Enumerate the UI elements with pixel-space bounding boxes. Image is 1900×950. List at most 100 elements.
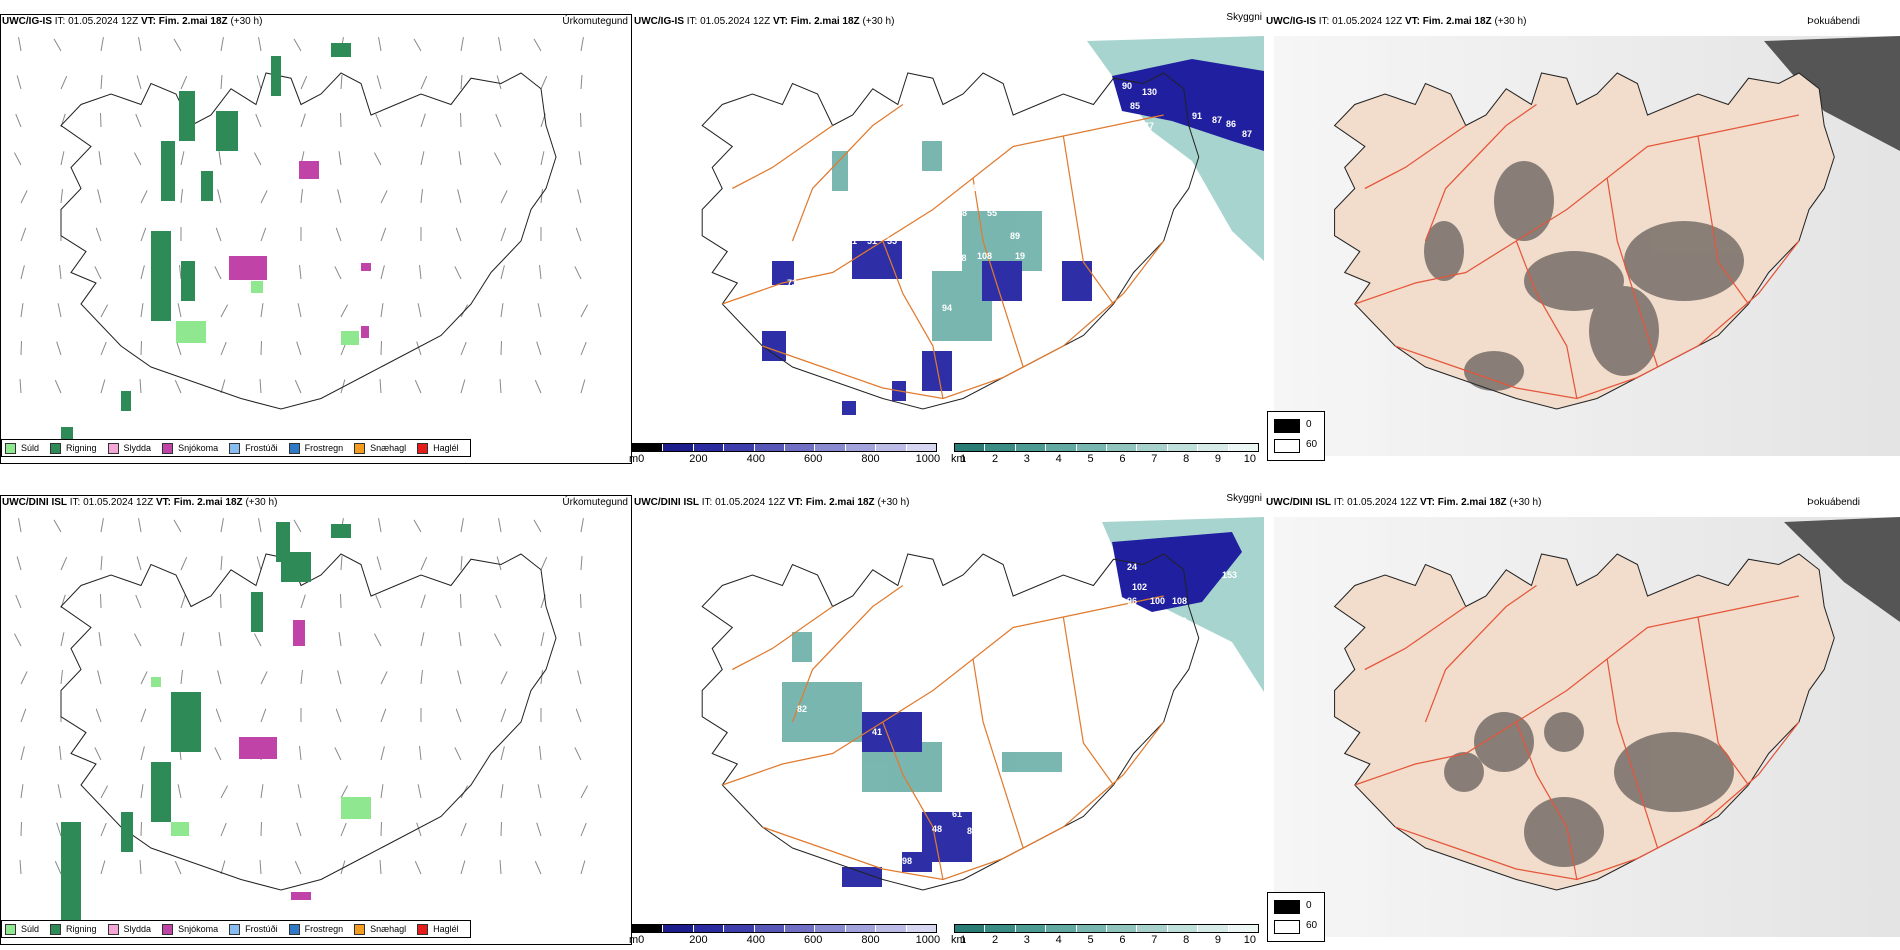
wind-barb: [296, 822, 302, 837]
wind-barb: [253, 152, 262, 166]
wind-barb: [460, 341, 467, 356]
wind-barb: [460, 379, 466, 394]
ceiling-value-label: 130: [972, 183, 987, 193]
road: [1062, 616, 1114, 786]
panel-title: Þokuábendi: [1807, 16, 1860, 27]
wind-barb: [218, 632, 222, 647]
road: [882, 240, 944, 399]
wind-barb: [537, 303, 542, 318]
road: [732, 124, 833, 190]
ceiling-value-label: 94: [932, 223, 942, 233]
colorbar-cell: [693, 925, 725, 932]
it-label: IT:: [686, 16, 698, 27]
ceiling-value-label: 130: [1142, 87, 1157, 97]
row-1: UWC/IG-IS IT: 01.05.2024 12Z VT: Fim. 2.…: [0, 12, 1900, 465]
wind-barb: [375, 113, 382, 128]
wind-barb: [420, 632, 425, 647]
fog-legend-high: 0: [1306, 419, 1312, 430]
wind-barb: [98, 632, 102, 647]
wind-barb: [455, 708, 462, 723]
ceiling-value-label: 97: [790, 786, 800, 796]
wind-barb: [180, 632, 185, 647]
wind-barb: [59, 265, 62, 280]
wind-barb: [380, 265, 385, 280]
wind-barb: [419, 746, 422, 761]
colorbar-tick: 2: [991, 453, 999, 465]
legend-label: Snjókoma: [178, 443, 219, 453]
wind-barb: [294, 380, 302, 394]
wind-barb: [413, 38, 422, 52]
vt-label: VT:: [155, 497, 171, 508]
wind-barb: [534, 380, 542, 394]
wind-barb: [420, 594, 426, 609]
ceiling-value-label: 108: [977, 251, 992, 261]
ceiling-value-label: 68: [797, 183, 807, 193]
vt-value: Fim. 2.mai 18Z: [790, 16, 860, 27]
iceland-land: [1333, 553, 1835, 891]
it-value: 01.05.2024 12Z: [83, 497, 154, 508]
wind-barb: [540, 557, 548, 571]
wind-barb: [95, 708, 102, 723]
legend-swatch: [50, 442, 62, 454]
wind-barb: [140, 671, 148, 685]
wind-barb: [294, 861, 302, 875]
wind-barb: [13, 633, 22, 647]
wind-barb: [20, 190, 28, 204]
wind-barb: [500, 303, 504, 318]
ceiling-value-label: 91: [1192, 111, 1202, 121]
legend-swatch: [50, 923, 62, 935]
model-name: UWC/IG-IS: [1266, 16, 1316, 27]
ceiling-value-label: 51: [847, 236, 857, 246]
iceland-coastline: [701, 72, 1200, 410]
fog-panel: UWC/IG-IS IT: 01.05.2024 12Z VT: Fim. 2.…: [1264, 14, 1900, 464]
legend-swatch: [354, 442, 366, 454]
wind-barb: [454, 747, 462, 761]
wind-barb: [500, 746, 505, 761]
ceiling-colorbar: m 0 200 400 600 800 1000: [629, 924, 940, 946]
colorbar-cell: [955, 925, 986, 932]
legend-item: Frostregn: [288, 442, 343, 454]
wind-barb: [259, 378, 262, 394]
wind-barb: [495, 594, 502, 609]
colorbar-cell: [754, 925, 786, 932]
wind-barb: [180, 594, 186, 609]
wind-barb: [54, 380, 62, 394]
wind-barb: [57, 303, 62, 318]
wind-barb: [378, 518, 382, 533]
model-name: UWC/DINI ISL: [634, 497, 699, 508]
wind-barb: [57, 784, 62, 799]
snow-areas: [229, 161, 371, 338]
colorbar-cell: [906, 925, 937, 932]
colorbar-unit: km: [951, 934, 966, 946]
colorbar-cell: [1046, 444, 1077, 451]
wind-barb: [335, 708, 342, 723]
low-ceiling-area: [1112, 532, 1242, 612]
wind-barb: [500, 190, 508, 204]
legend-swatch: [417, 442, 429, 454]
wind-barb: [140, 784, 144, 799]
wind-barb: [300, 113, 306, 128]
precip-map: [13, 518, 589, 922]
wind-barb: [173, 38, 182, 52]
wind-barb: [539, 746, 542, 761]
wind-barb: [417, 784, 422, 799]
precip-type-panel: UWC/DINI ISL IT: 01.05.2024 12Z VT: Fim.…: [0, 495, 632, 945]
roads: [1354, 584, 1800, 881]
wind-barb: [575, 708, 582, 723]
colorbar-cell: [1076, 444, 1108, 451]
vt-label: VT:: [772, 16, 788, 27]
road: [1364, 605, 1467, 671]
ceiling-value-label: 63: [782, 313, 792, 323]
wind-barb: [173, 519, 182, 533]
road: [722, 114, 1164, 305]
fog-legend-low-swatch: [1274, 920, 1300, 934]
wind-barb: [300, 189, 303, 204]
wind-barb: [260, 784, 264, 799]
iceland-coastline: [60, 553, 557, 891]
wind-barb: [133, 633, 142, 647]
legend-swatch: [417, 923, 429, 935]
wind-barb: [536, 341, 542, 356]
wind-barb: [580, 555, 583, 571]
legend-item: Slydda: [107, 442, 151, 454]
colorbar-tick: 5: [1087, 453, 1094, 465]
